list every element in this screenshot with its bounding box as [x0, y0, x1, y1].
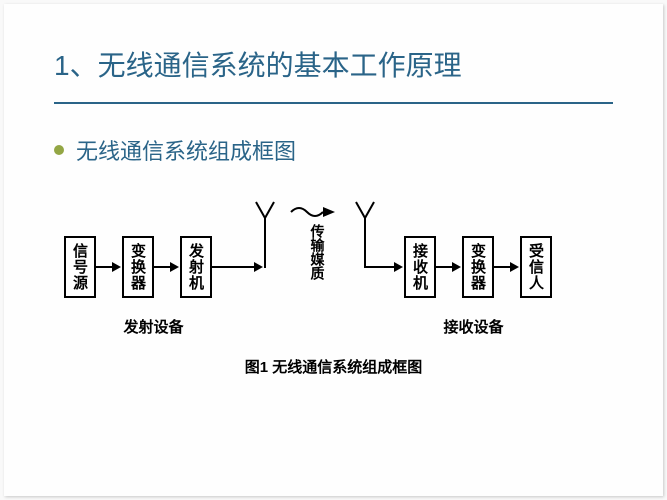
- antenna-tx-pole: [264, 216, 266, 268]
- arrow-line: [212, 266, 256, 268]
- bullet-icon: [54, 145, 64, 155]
- box-transmitter: 发射机: [180, 236, 212, 298]
- bullet-text: 无线通信系统组成框图: [76, 134, 296, 166]
- antenna-rx-pole: [364, 216, 366, 268]
- arrow-line: [366, 266, 396, 268]
- tx-section-label: 发射设备: [124, 316, 184, 337]
- arrow-head-icon: [254, 262, 263, 272]
- antenna-rx-icon: [354, 200, 376, 220]
- medium-label: 传输媒质: [308, 224, 328, 280]
- wave-propagation-icon: [289, 202, 339, 220]
- box-recipient: 受信人: [520, 236, 552, 298]
- arrow-head-icon: [112, 262, 121, 272]
- rx-section-label: 接收设备: [444, 316, 504, 337]
- antenna-tx-icon: [254, 200, 276, 220]
- box-signal-source: 信号源: [64, 236, 96, 298]
- arrow-head-icon: [452, 262, 461, 272]
- slide-container: 1、无线通信系统的基本工作原理 无线通信系统组成框图 信号源 变换器 发射机 传…: [4, 4, 663, 496]
- slide-title: 1、无线通信系统的基本工作原理: [54, 44, 613, 104]
- bullet-item: 无线通信系统组成框图: [54, 134, 613, 166]
- arrow-head-icon: [170, 262, 179, 272]
- arrow-head-icon: [394, 262, 403, 272]
- arrow-head-icon: [510, 262, 519, 272]
- box-converter-rx: 变换器: [462, 236, 494, 298]
- box-receiver: 接收机: [404, 236, 436, 298]
- block-diagram: 信号源 变换器 发射机 传输媒质: [64, 196, 604, 396]
- box-converter-tx: 变换器: [122, 236, 154, 298]
- figure-caption: 图1 无线通信系统组成框图: [64, 356, 604, 377]
